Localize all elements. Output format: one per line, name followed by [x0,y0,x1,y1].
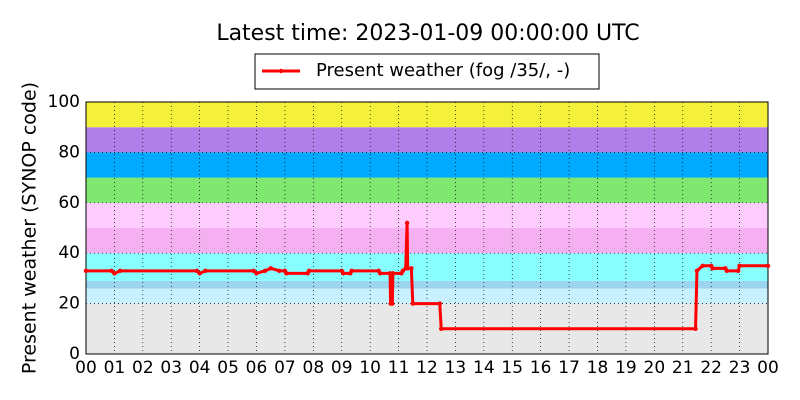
legend-label: Present weather (fog /35/, -) [316,60,570,81]
x-tick-label: 01 [104,358,126,378]
x-tick-label: 19 [615,358,637,378]
data-point [277,268,282,274]
x-tick-label: 20 [644,358,666,378]
data-point [437,301,442,306]
x-tick-label: 06 [246,358,268,378]
data-point [254,271,259,276]
data-point [203,268,208,274]
data-point [251,268,256,274]
x-tick-label: 22 [700,358,722,378]
background-band [86,152,768,178]
data-point [390,301,395,306]
y-tick-label: 80 [58,142,80,162]
legend: Present weather (fog /35/, -) [254,53,600,90]
data-point [700,263,705,268]
x-tick-label: 05 [217,358,239,378]
data-point [377,271,383,276]
x-tick-label: 02 [132,358,154,378]
data-point [306,268,312,274]
background-band [86,280,768,289]
legend-marker [278,68,284,74]
data-point [404,220,410,226]
x-tick-label: 00 [757,358,779,378]
x-tick-label: 17 [558,358,580,378]
x-tick-label: 15 [501,358,523,378]
data-point [400,268,406,274]
data-point [112,271,117,276]
data-point [409,266,414,271]
chart-title: Latest time: 2023-01-09 00:00:00 UTC [216,21,639,46]
data-point [410,301,415,306]
y-axis-label: Present weather (SYNOP code) [19,82,41,374]
data-point [109,268,114,274]
data-point [390,271,396,276]
data-point [117,268,123,274]
x-tick-label: 16 [530,358,552,378]
data-point [737,263,742,268]
data-point [765,263,771,268]
data-point [349,268,354,274]
x-tick-label: 14 [473,358,495,378]
x-tick-label: 04 [189,358,211,378]
y-tick-label: 100 [48,92,80,112]
x-tick-label: 11 [388,358,410,378]
data-point [340,271,346,276]
data-point [197,271,202,276]
data-point [83,268,89,274]
data-point [724,268,729,274]
background-band [86,228,768,254]
plot-frame [85,101,769,355]
x-tick-label: 03 [160,358,182,378]
data-point [284,271,289,276]
data-point [268,266,273,271]
x-tick-label: 10 [359,358,381,378]
x-tick-label: 12 [416,358,438,378]
x-tick-label: 23 [729,358,751,378]
data-point [710,266,715,271]
data-point [694,268,700,274]
y-tick-label: 40 [58,243,80,263]
y-tick-label: 0 [69,344,80,364]
x-tick-label: 18 [587,358,609,378]
x-tick-label: 09 [331,358,353,378]
data-point [439,326,444,331]
background-band [86,253,768,281]
x-tick-label: 08 [303,358,325,378]
data-point [735,268,741,274]
y-tick-label: 60 [58,193,80,213]
background-band [86,127,768,153]
x-tick-label: 00 [75,358,97,378]
data-point [194,268,200,274]
data-point [262,268,268,274]
data-point [405,266,410,271]
data-point [693,326,698,331]
legend-box [254,53,600,90]
background-band [86,288,768,304]
x-tick-label: 21 [672,358,694,378]
x-tick-label: 07 [274,358,296,378]
x-tick-label: 13 [445,358,467,378]
y-tick-label: 20 [58,294,80,314]
